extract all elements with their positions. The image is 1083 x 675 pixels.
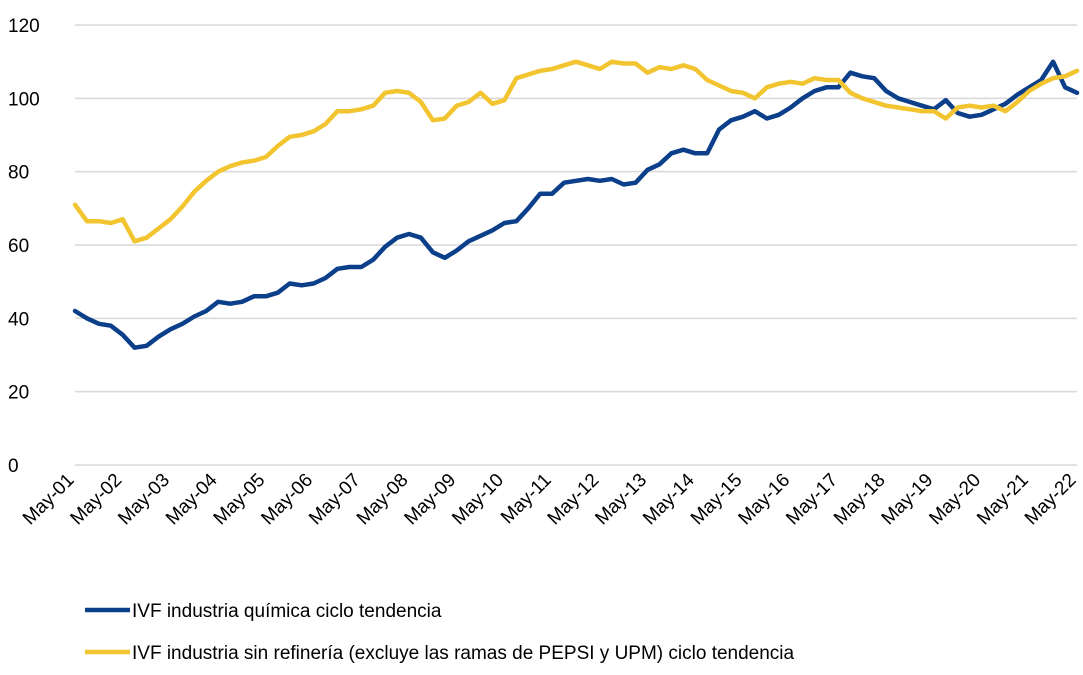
x-tick-label: May-15 (687, 470, 747, 530)
x-tick-label: May-10 (448, 470, 508, 530)
x-tick-label: May-16 (735, 470, 795, 530)
x-tick-label: May-07 (305, 470, 365, 530)
legend-label: IVF industria sin refinería (excluye las… (132, 643, 795, 664)
x-tick-label: May-14 (639, 469, 699, 529)
series-line (72, 59, 1080, 350)
x-tick-label: May-19 (878, 470, 938, 530)
x-tick-label: May-21 (973, 470, 1033, 530)
x-tick-label: May-09 (401, 470, 461, 530)
x-tick-label: May-12 (544, 470, 604, 530)
x-tick-label: May-11 (497, 470, 556, 529)
x-tick-label: May-22 (1021, 470, 1081, 530)
x-tick-label: May-17 (782, 470, 842, 530)
y-tick-label: 0 (8, 456, 19, 477)
x-tick-label: May-20 (925, 470, 985, 530)
x-tick-label: May-18 (830, 470, 890, 530)
y-tick-label: 120 (8, 16, 40, 37)
y-tick-label: 80 (8, 163, 29, 184)
x-tick-label: May-01 (19, 470, 79, 530)
x-tick-label: May-03 (114, 470, 174, 530)
x-tick-label: May-04 (162, 469, 222, 529)
x-tick-label: May-06 (257, 470, 317, 530)
y-tick-label: 40 (8, 309, 29, 330)
series-line (72, 59, 1080, 244)
x-tick-label: May-08 (353, 470, 413, 530)
x-tick-label: May-02 (67, 470, 127, 530)
y-tick-label: 60 (8, 236, 29, 257)
x-tick-label: May-13 (591, 470, 651, 530)
x-tick-label: May-05 (210, 470, 270, 530)
y-tick-label: 20 (8, 383, 29, 404)
legend-label: IVF industria química ciclo tendencia (132, 601, 442, 622)
y-tick-label: 100 (8, 89, 40, 110)
